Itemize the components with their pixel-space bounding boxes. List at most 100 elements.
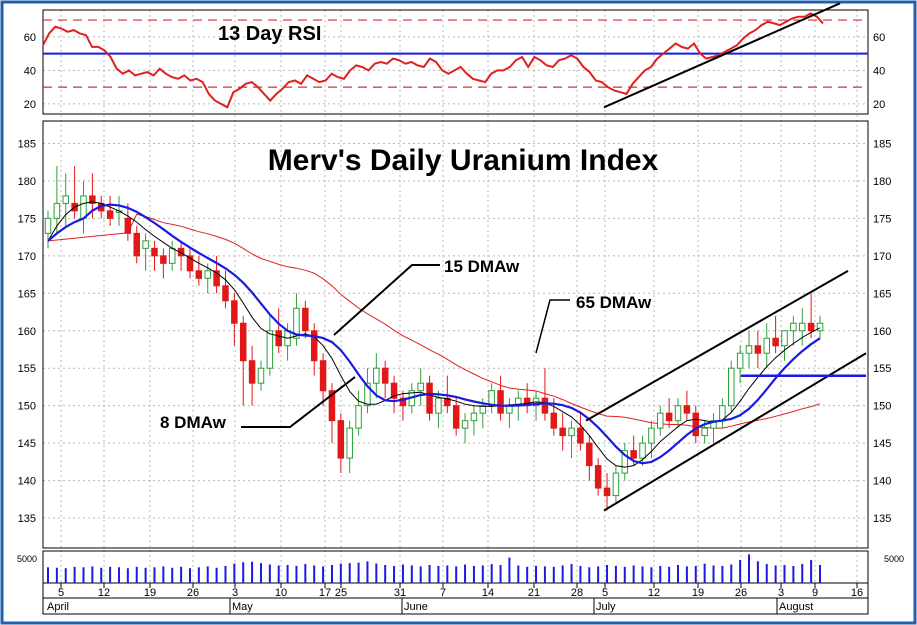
volume-bar	[561, 565, 564, 583]
candle-body	[763, 337, 771, 354]
volume-bar	[64, 568, 67, 583]
x-tick-label-7: 25	[335, 587, 347, 599]
rsi-panel: 13 Day RSI 60 60 40 40 20 20	[24, 2, 885, 111]
volume-bar	[135, 566, 138, 583]
candle-body	[355, 405, 362, 429]
month-label-august: August	[779, 601, 813, 613]
volume-bar	[810, 559, 813, 583]
volume-bar	[375, 563, 378, 583]
volume-bar	[180, 566, 183, 583]
volume-bar	[641, 566, 644, 583]
volume-bar	[393, 565, 396, 583]
candle-body	[399, 397, 407, 407]
volume-bar	[91, 566, 94, 583]
candle-body	[373, 367, 380, 384]
price-ytick-left-170: 170	[18, 251, 36, 263]
candle-body	[248, 360, 256, 384]
volume-bar	[499, 565, 502, 583]
candle-body	[89, 195, 96, 204]
volume-bar	[588, 567, 591, 583]
candle-body	[266, 330, 274, 369]
volume-bar	[712, 565, 715, 583]
price-ytick-right-180: 180	[873, 176, 891, 188]
volume-bar	[668, 566, 671, 583]
x-tick-label-14: 12	[648, 587, 660, 599]
candle-body	[390, 382, 398, 399]
ma8-pointer	[241, 376, 356, 428]
price-ytick-left-150: 150	[18, 401, 36, 413]
volume-bar	[570, 564, 573, 583]
candle-body	[621, 450, 629, 474]
candle-body	[142, 240, 149, 249]
x-tick-label-5: 10	[275, 587, 287, 599]
x-tick-label-10: 14	[482, 587, 494, 599]
volume-bar	[251, 561, 254, 583]
candle-body	[630, 450, 637, 459]
annotation-pointers	[241, 264, 570, 428]
candle-body	[53, 202, 61, 219]
candle-body	[293, 307, 300, 339]
candle-body	[577, 427, 584, 444]
candle-body	[665, 412, 673, 422]
candle-body	[106, 210, 114, 219]
x-tick-label-0: 5	[58, 587, 64, 599]
candle-body	[239, 322, 247, 362]
candle-body	[683, 405, 691, 414]
x-tick-label-18: 9	[812, 587, 818, 599]
rsi-ytick-right-60: 60	[873, 32, 885, 44]
channel-lower	[603, 352, 867, 512]
price-ytick-right-170: 170	[873, 251, 891, 263]
x-tick-label-17: 3	[778, 587, 784, 599]
candle-body	[160, 255, 167, 264]
volume-bar	[632, 565, 635, 583]
candle-body	[213, 270, 220, 287]
volume-bar	[117, 567, 120, 583]
candle-body	[302, 307, 309, 332]
volume-bar	[677, 565, 680, 583]
volume-bar	[801, 564, 804, 583]
ma8-annotation: 8 DMAw	[160, 413, 227, 432]
x-tick-label-9: 7	[440, 587, 446, 599]
volume-bar	[268, 564, 271, 583]
volume-bar	[526, 566, 529, 583]
price-ytick-right-165: 165	[873, 288, 891, 300]
volume-bar	[313, 565, 316, 583]
rsi-reference-lines	[43, 19, 868, 88]
volume-bar	[339, 563, 342, 583]
month-label-april: April	[47, 601, 69, 613]
volume-panel: 5000 5000	[17, 554, 904, 583]
volume-bar	[579, 565, 582, 583]
ma8-line	[47, 201, 821, 468]
panel-border-0	[42, 9, 869, 115]
volume-bar	[455, 566, 458, 583]
candle-body	[444, 397, 451, 407]
candle-body	[470, 412, 478, 422]
price-ytick-right-150: 150	[873, 401, 891, 413]
volume-bar	[437, 565, 440, 583]
price-panel: Merv's Daily Uranium Index 15 DMAw 65 DM…	[18, 138, 892, 525]
volume-bar	[242, 562, 245, 583]
x-tick-label-19: 16	[851, 587, 863, 599]
volume-bar	[366, 561, 369, 583]
x-tick-label-1: 12	[98, 587, 110, 599]
candle-body	[426, 382, 433, 414]
volume-bar	[756, 561, 759, 583]
candle-body	[497, 390, 504, 414]
volume-bar	[446, 565, 449, 583]
volume-bar	[739, 559, 742, 583]
volume-bar	[215, 567, 218, 583]
candle-body	[62, 195, 69, 204]
candle-body	[452, 405, 460, 429]
volume-tick-right: 5000	[884, 554, 904, 564]
rsi-ytick-left-60: 60	[24, 32, 36, 44]
volume-bar	[330, 565, 333, 583]
rsi-ytick-left-20: 20	[24, 99, 36, 111]
candle-body	[80, 195, 87, 219]
rsi-ytick-right-20: 20	[873, 99, 885, 111]
volume-bar	[322, 566, 325, 583]
candle-body	[204, 270, 211, 279]
candle-body	[594, 465, 602, 489]
volume-bar	[535, 565, 538, 583]
